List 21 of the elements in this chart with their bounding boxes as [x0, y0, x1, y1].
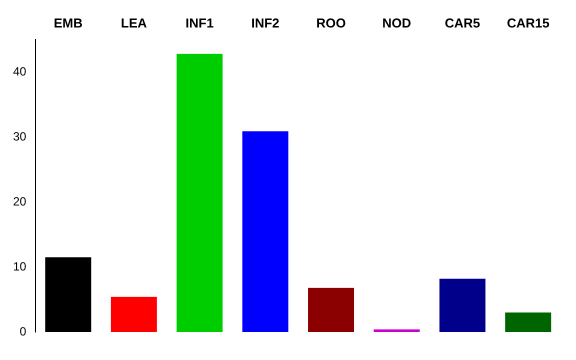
bar: [308, 288, 354, 332]
x-tick-label: LEA: [120, 15, 148, 30]
x-tick-label: NOD: [382, 15, 412, 30]
x-tick-label: CAR5: [444, 15, 480, 30]
y-tick-label: 10: [12, 259, 27, 274]
y-tick-label: 0: [20, 324, 27, 338]
bar: [505, 312, 552, 332]
y-tick-label: 20: [12, 194, 27, 208]
x-tick-label: EMB: [54, 15, 83, 30]
y-tick-label: 30: [12, 129, 27, 144]
x-tick-label: ROO: [316, 15, 346, 30]
x-tick-label: INF2: [251, 15, 280, 30]
bar: [45, 257, 92, 332]
y-tick-label: 40: [12, 64, 27, 78]
x-tick-label: INF1: [186, 15, 214, 30]
bar: [242, 131, 288, 332]
x-tick-label: CAR15: [506, 15, 550, 30]
bar: [374, 329, 420, 332]
bar: [110, 296, 157, 332]
bar: [176, 54, 223, 332]
bar: [439, 278, 486, 332]
